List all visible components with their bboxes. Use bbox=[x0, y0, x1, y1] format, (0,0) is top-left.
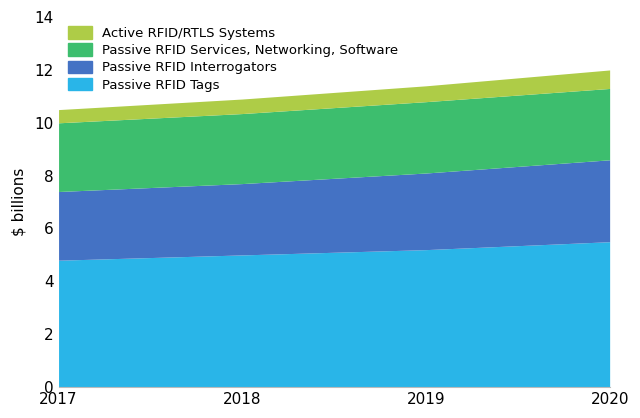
Y-axis label: $ billions: $ billions bbox=[11, 168, 26, 236]
Legend: Active RFID/RTLS Systems, Passive RFID Services, Networking, Software, Passive R: Active RFID/RTLS Systems, Passive RFID S… bbox=[65, 24, 401, 94]
